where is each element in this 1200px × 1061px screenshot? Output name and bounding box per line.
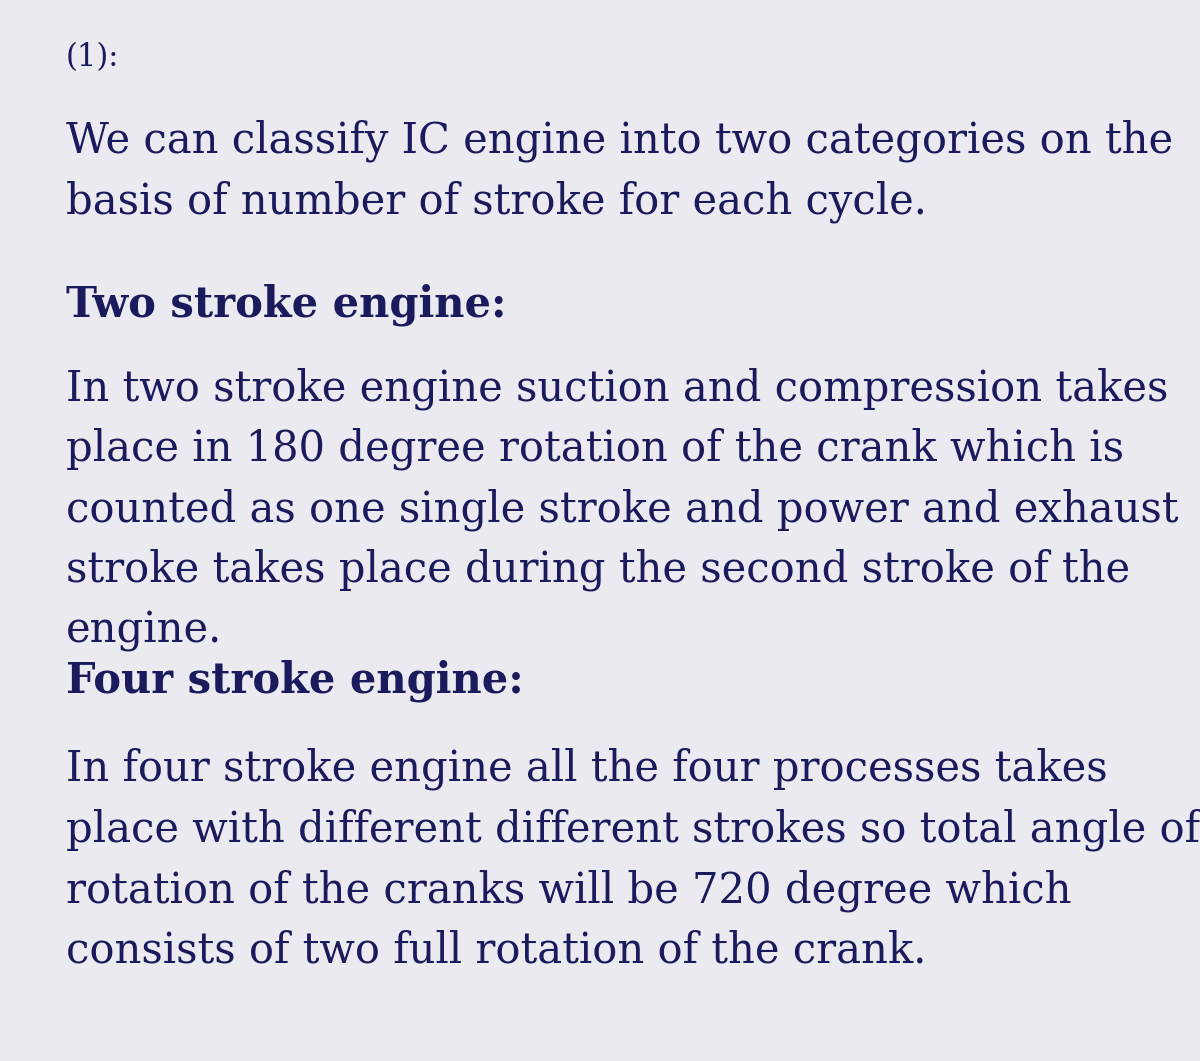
Text: Four stroke engine:: Four stroke engine:	[66, 660, 523, 702]
Text: We can classify IC engine into two categories on the
basis of number of stroke f: We can classify IC engine into two categ…	[66, 120, 1174, 223]
Text: In four stroke engine all the four processes takes
place with different differen: In four stroke engine all the four proce…	[66, 748, 1200, 972]
Text: Two stroke engine:: Two stroke engine:	[66, 283, 506, 326]
Text: (1):: (1):	[66, 42, 120, 73]
Text: In two stroke engine suction and compression takes
place in 180 degree rotation : In two stroke engine suction and compres…	[66, 367, 1178, 653]
